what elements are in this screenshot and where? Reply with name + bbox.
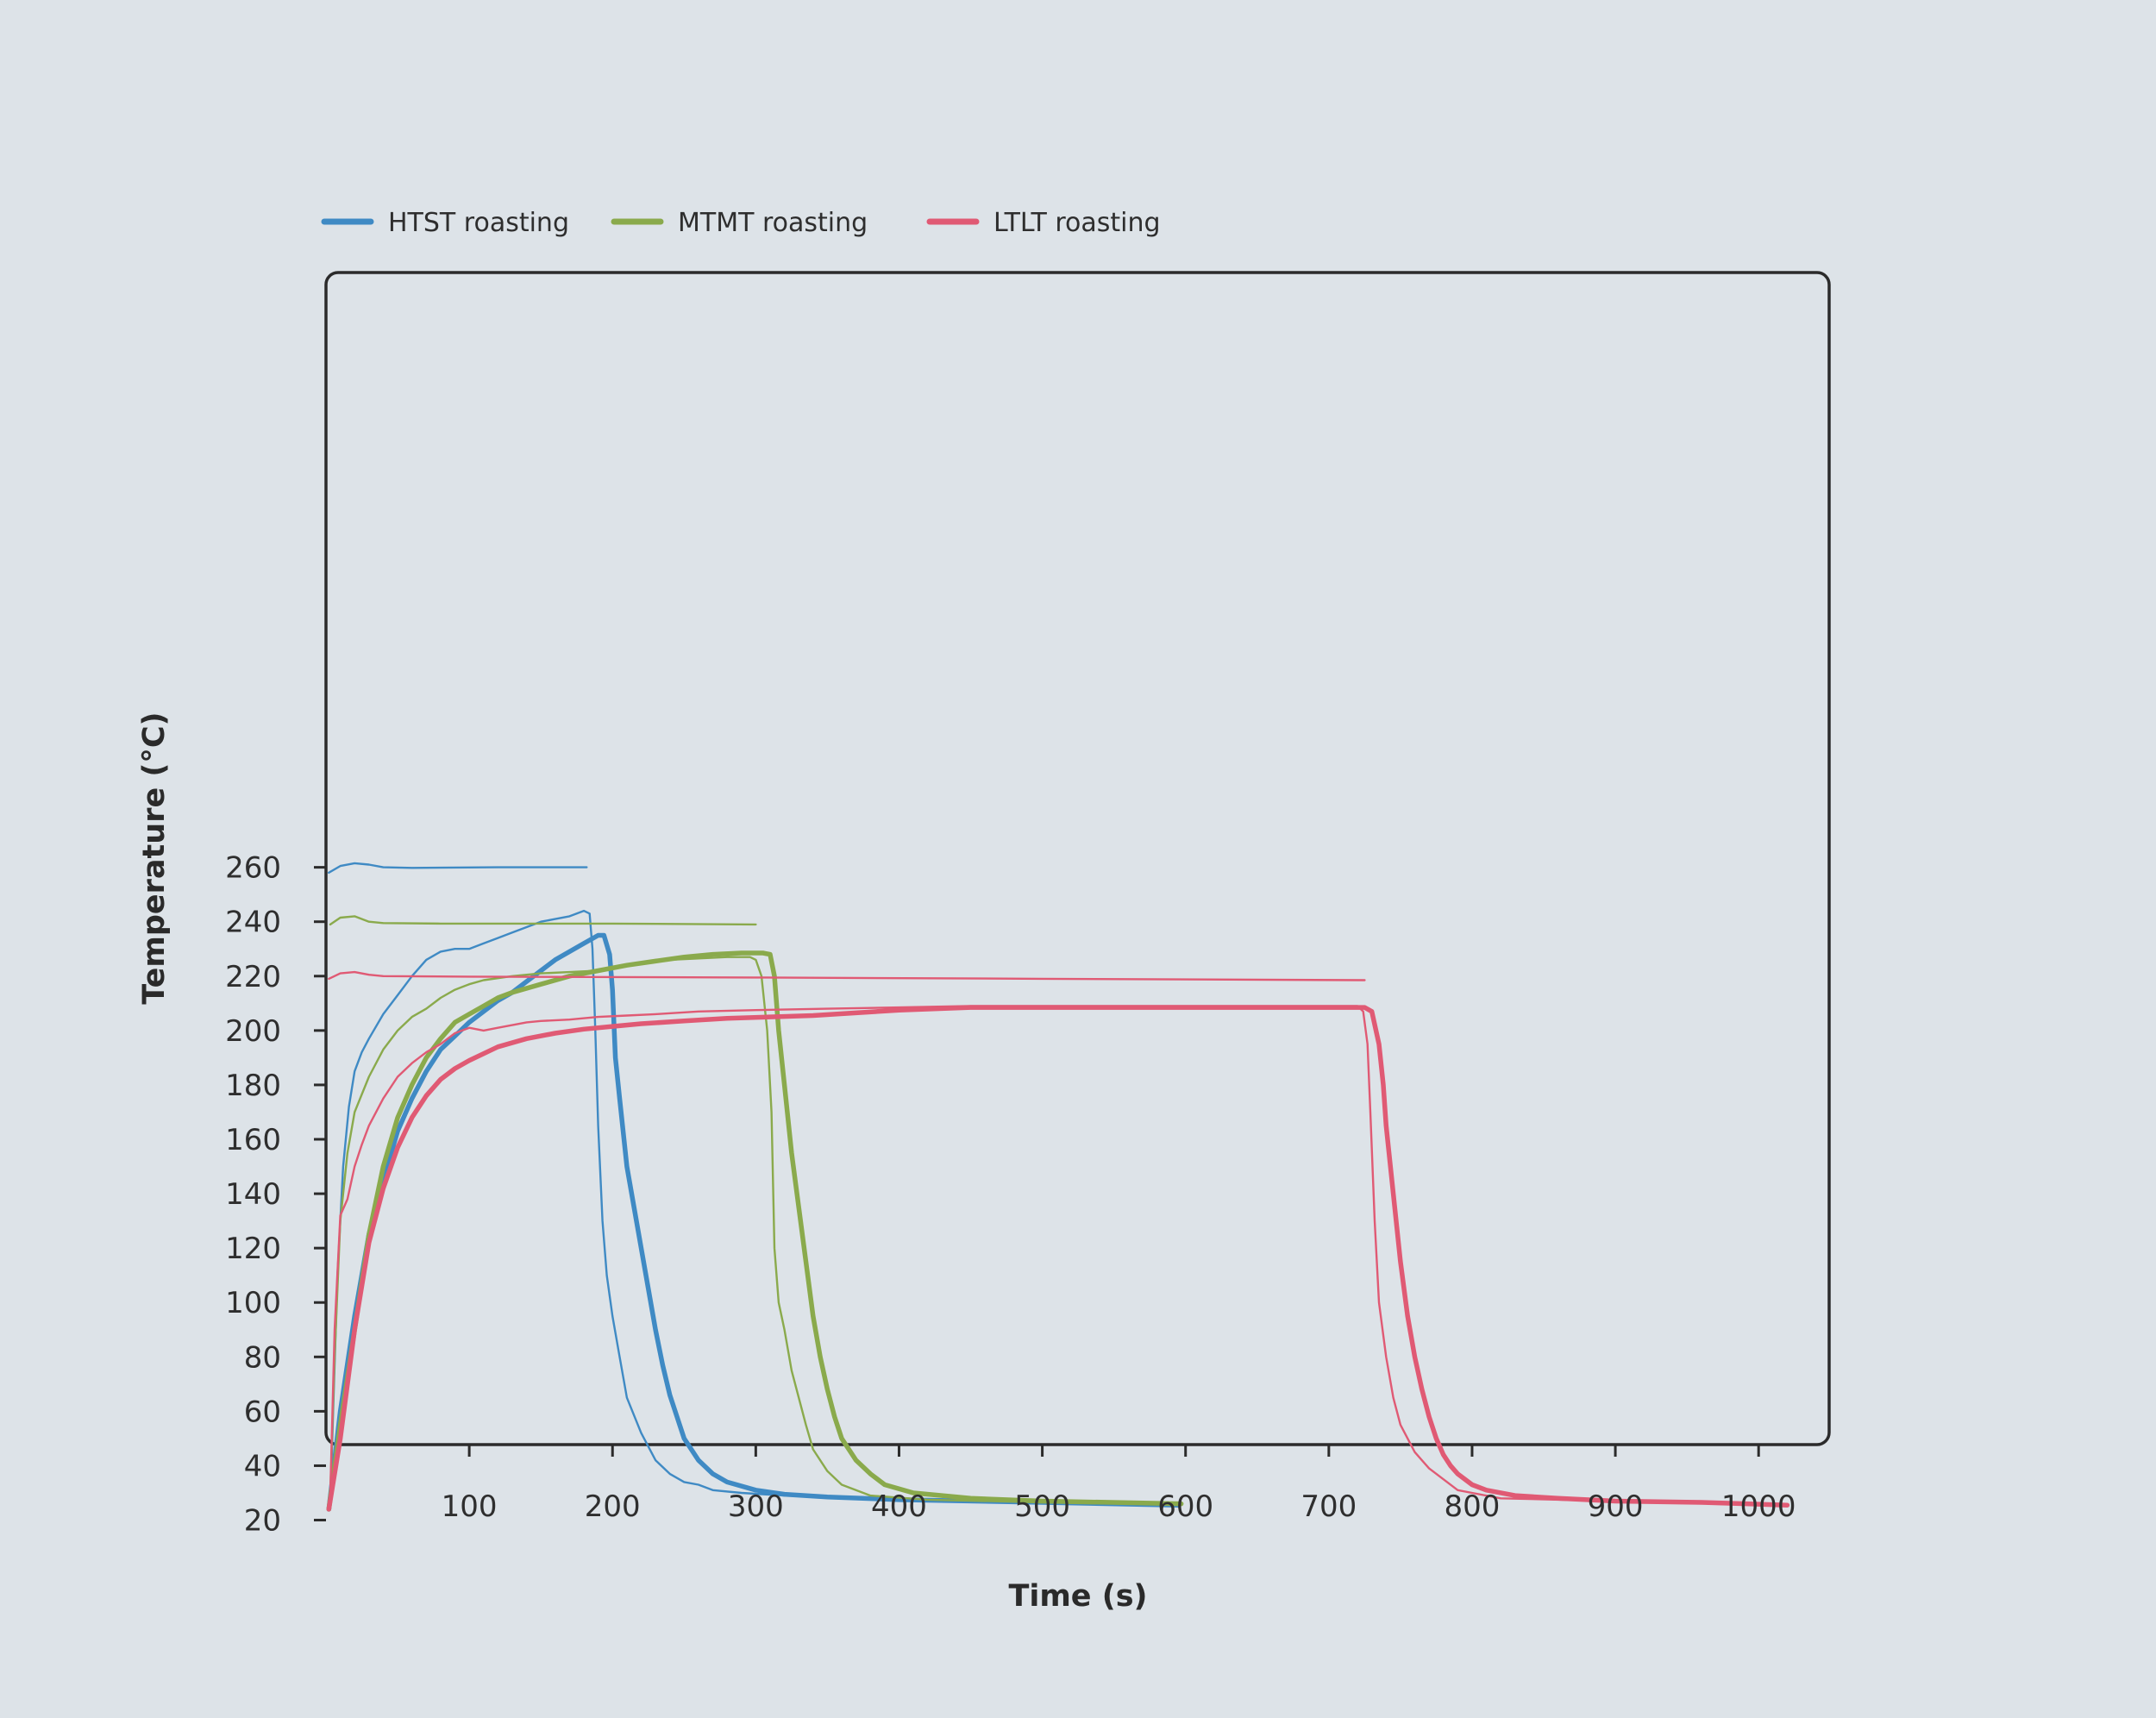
legend-item: HTST roasting xyxy=(321,208,569,238)
y-tick-label: 200 xyxy=(225,1014,281,1049)
x-tick-label: 900 xyxy=(1588,1489,1644,1524)
series-line-htst-thin xyxy=(329,909,1173,1508)
y-tick-label: 220 xyxy=(225,960,281,994)
x-tick-label: 500 xyxy=(1014,1489,1070,1524)
series-line-ltlt-thin xyxy=(328,970,1366,981)
y-tick-label: 160 xyxy=(225,1123,281,1157)
plot-frame xyxy=(324,271,1831,1446)
y-tick-label: 20 xyxy=(244,1504,281,1539)
series-line-htst-thin xyxy=(328,862,588,875)
x-tick-label: 700 xyxy=(1300,1489,1357,1524)
x-tick-label: 200 xyxy=(585,1489,641,1524)
series-line-ltlt-thick xyxy=(326,1005,1790,1512)
x-tick-label: 600 xyxy=(1157,1489,1213,1524)
x-axis-title: Time (s) xyxy=(1008,1579,1147,1614)
x-tick-label: 300 xyxy=(728,1489,784,1524)
legend-item: MTMT roasting xyxy=(611,208,868,238)
legend-item: LTLT roasting xyxy=(926,208,1161,238)
x-tick-label: 400 xyxy=(871,1489,927,1524)
series-line-htst-thick xyxy=(326,932,1181,1512)
y-tick-label: 60 xyxy=(244,1395,281,1429)
series-line-mtmt-thin xyxy=(329,956,1180,1505)
legend: HTST roasting MTMT roasting LTLT roasting xyxy=(321,208,1161,238)
y-tick-label: 120 xyxy=(225,1232,281,1266)
y-tick-label: 40 xyxy=(244,1449,281,1483)
y-tick-label: 140 xyxy=(225,1177,281,1212)
y-tick-label: 260 xyxy=(225,851,281,886)
y-axis: 20 40 60 80 100 120 140 160 180 200 220 240 260 xyxy=(225,851,326,1539)
series-layer xyxy=(326,862,1790,1512)
y-tick-label: 100 xyxy=(225,1286,281,1320)
legend-label: HTST roasting xyxy=(388,208,569,238)
series-line-ltlt-thin xyxy=(329,1005,1789,1507)
y-axis-title: Temperature (°C) xyxy=(137,712,172,1004)
y-tick-label: 180 xyxy=(225,1069,281,1103)
legend-label: MTMT roasting xyxy=(678,208,868,238)
series-line-mtmt-thick xyxy=(326,950,1184,1512)
series-line-mtmt-thin xyxy=(329,915,757,926)
x-tick-label: 800 xyxy=(1445,1489,1501,1524)
legend-label: LTLT roasting xyxy=(993,208,1161,238)
x-tick-label: 1000 xyxy=(1721,1489,1796,1524)
x-axis: 100 200 300 400 500 600 700 800 900 1000 xyxy=(442,1445,1796,1524)
y-tick-label: 80 xyxy=(244,1340,281,1375)
x-tick-label: 100 xyxy=(442,1489,498,1524)
y-tick-label: 240 xyxy=(225,906,281,940)
